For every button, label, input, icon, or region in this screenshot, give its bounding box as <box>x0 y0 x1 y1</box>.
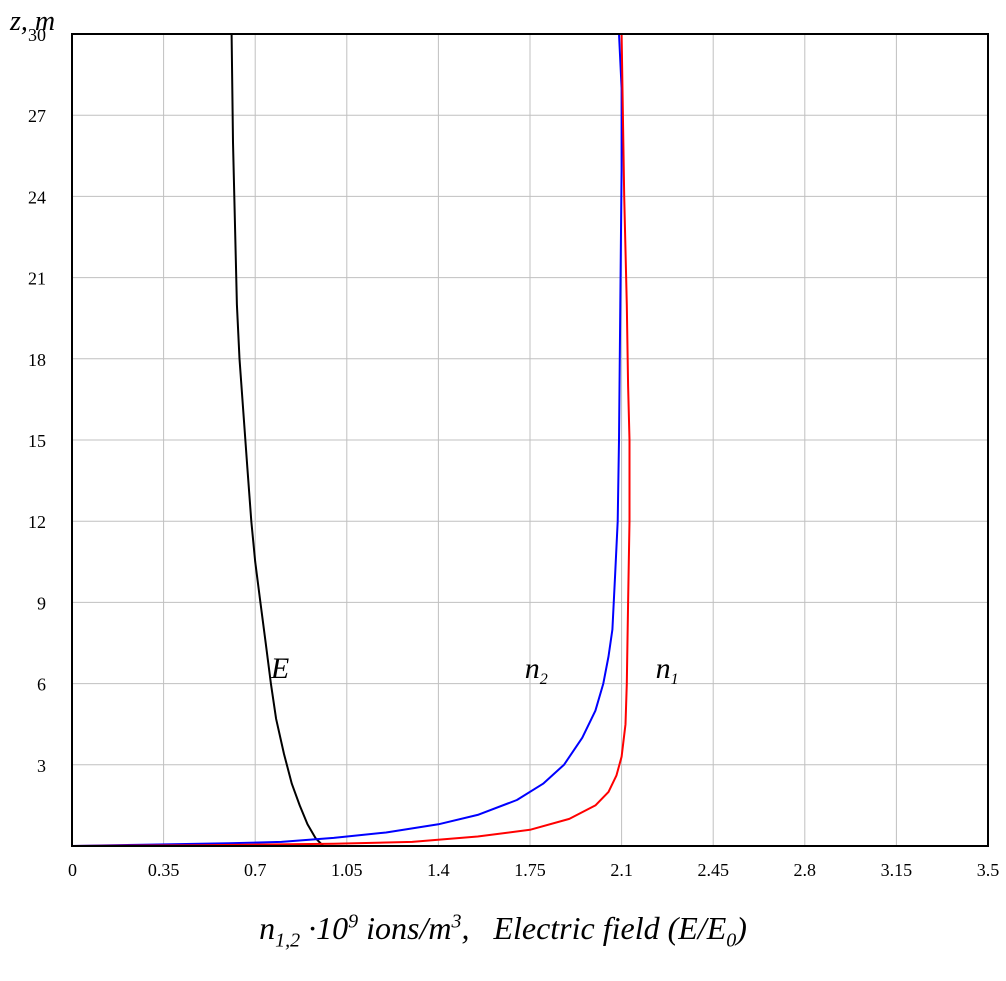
x-axis-title-mult: ·10 <box>300 910 349 946</box>
curve-label-sub: 1 <box>671 671 679 688</box>
x-tick-label: 2.8 <box>794 860 817 880</box>
x-axis-title: n1,2 ·109 ions/m3, Electric field (E/E0) <box>0 910 1006 952</box>
y-tick-label: 3 <box>37 756 46 776</box>
curve-label: n2 <box>525 652 548 688</box>
x-axis-title-exp: 9 <box>348 910 359 933</box>
y-tick-label: 24 <box>28 187 46 207</box>
series-n1-line <box>71 33 631 847</box>
y-tick-labels: 3 6 9 12 15 18 21 24 27 30 <box>28 25 46 776</box>
x-axis-title-n: n <box>259 910 276 946</box>
series-E-line <box>230 33 324 847</box>
plot-frame <box>71 33 989 847</box>
x-tick-label: 2.45 <box>697 860 729 880</box>
y-tick-label: 12 <box>28 512 46 532</box>
x-axis-title-units-exp: 3 <box>451 910 462 933</box>
x-tick-label: 1.05 <box>331 860 363 880</box>
x-tick-label: 1.4 <box>427 860 450 880</box>
x-axis-title-field-sub: 0 <box>726 929 737 952</box>
y-tick-label: 9 <box>37 593 46 613</box>
x-tick-labels: 0 0.35 0.7 1.05 1.4 1.75 2.1 2.45 2.8 3.15 3.5 <box>68 860 999 880</box>
curve-label-sub: 2 <box>540 671 548 688</box>
grid-lines <box>71 33 989 846</box>
y-tick-label: 18 <box>28 350 46 370</box>
x-tick-label: 0.35 <box>148 860 180 880</box>
y-tick-label: 30 <box>28 25 46 45</box>
x-tick-label: 1.75 <box>514 860 546 880</box>
x-axis-title-units: ions/m <box>358 910 452 946</box>
chart-canvas: 0 0.35 0.7 1.05 1.4 1.75 2.1 2.45 2.8 3.15 3.5 3 6 9… <box>9 6 999 880</box>
x-tick-label: 0 <box>68 860 77 880</box>
x-axis-title-field: Electric field (E/E <box>493 910 727 946</box>
x-axis-title-n-sub: 1,2 <box>275 929 301 952</box>
y-tick-label: 27 <box>28 106 46 126</box>
series-layer <box>71 33 631 847</box>
x-tick-label: 3.5 <box>977 860 1000 880</box>
y-tick-label: 15 <box>28 431 46 451</box>
series-n2-line <box>71 33 623 847</box>
x-axis-title-field-end: ) <box>736 910 747 946</box>
x-axis-title-sep: , <box>461 910 470 946</box>
x-tick-label: 3.15 <box>881 860 913 880</box>
x-tick-label: 2.1 <box>610 860 633 880</box>
y-axis-title: z, m <box>9 6 55 37</box>
curve-label: E <box>270 652 289 685</box>
y-tick-label: 21 <box>28 269 46 289</box>
curve-label: n1 <box>656 652 679 688</box>
y-tick-label: 6 <box>37 675 46 695</box>
x-tick-label: 0.7 <box>244 860 267 880</box>
